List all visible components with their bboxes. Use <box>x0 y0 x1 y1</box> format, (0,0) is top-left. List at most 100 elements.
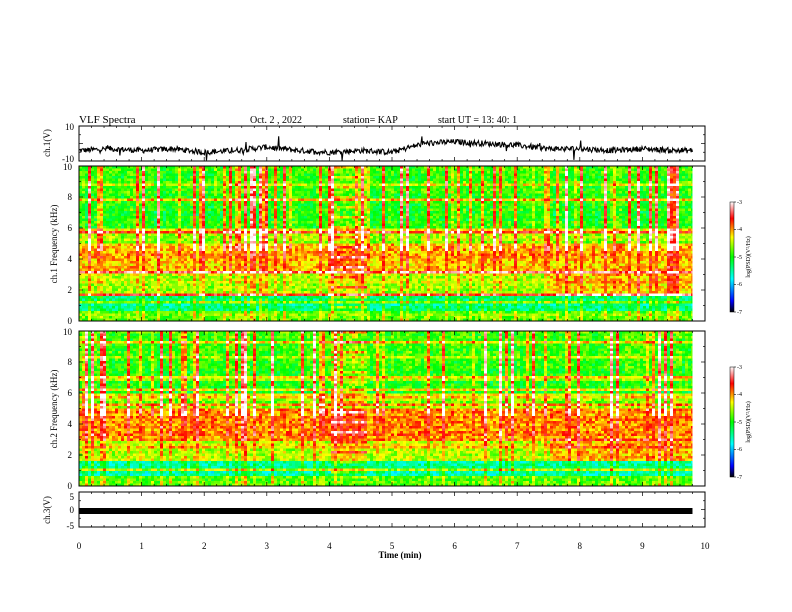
spectrogram-cell <box>211 266 215 269</box>
spectrogram-cell <box>190 248 194 252</box>
spectrogram-cell <box>130 293 134 297</box>
spectrogram-cell <box>121 206 125 209</box>
spectrogram-cell <box>79 316 83 319</box>
spectrogram-cell <box>169 261 173 264</box>
spectrogram-cell <box>139 286 143 289</box>
spectrogram-cell <box>127 298 131 302</box>
spectrogram-cell <box>112 226 116 229</box>
spectrogram-cell <box>196 236 200 239</box>
spectrogram-cell <box>214 173 218 177</box>
spectrogram-cell <box>157 266 161 269</box>
spectrogram-cell <box>238 261 242 264</box>
spectrogram-cell <box>214 271 218 274</box>
spectrogram-cell <box>256 283 260 287</box>
spectrogram-cell <box>184 218 188 222</box>
spectrogram-cell <box>130 291 134 294</box>
spectrogram-cell <box>145 308 149 312</box>
spectrogram-cell <box>181 296 185 299</box>
spectrogram-cell <box>226 298 230 302</box>
spectrogram-cell <box>163 218 167 222</box>
spectrogram-cell <box>238 203 242 207</box>
spectrogram-cell <box>103 193 107 197</box>
spectrogram-cell <box>82 203 86 207</box>
spectrogram-cell <box>169 298 173 302</box>
spectrogram-cell <box>223 218 227 222</box>
spectrogram-cell <box>82 286 86 289</box>
spectrogram-cell <box>109 283 113 287</box>
spectrogram-cell <box>133 263 137 267</box>
spectrogram-cell <box>211 243 215 247</box>
spectrogram-cell <box>202 216 206 219</box>
spectrogram-cell <box>268 291 272 294</box>
spectrogram-cell <box>232 311 236 314</box>
spectrogram-cell <box>241 238 245 242</box>
spectrogram-cell <box>274 178 278 182</box>
spectrogram-cell <box>274 208 278 212</box>
spectrogram-cell <box>145 311 149 314</box>
spectrogram-cell <box>193 261 197 264</box>
spectrogram-cell <box>313 168 317 172</box>
spectrogram-cell <box>85 293 89 297</box>
spectrogram-cell <box>220 203 224 207</box>
spectrogram-cell <box>184 266 188 269</box>
spectrogram-cell <box>160 283 164 287</box>
spectrogram-cell <box>283 176 287 179</box>
spectrogram-cell <box>304 218 308 222</box>
spectrogram-cell <box>160 318 164 322</box>
spectrogram-cell <box>289 313 293 317</box>
spectrogram-cell <box>238 296 242 299</box>
spectrogram-cell <box>175 266 179 269</box>
spectrogram-cell <box>190 246 194 249</box>
spectrogram-cell <box>268 241 272 244</box>
spectrogram-cell <box>232 208 236 212</box>
spectrogram-cell <box>304 316 308 319</box>
spectrogram-cell <box>133 181 137 184</box>
spectrogram-cell <box>244 171 248 174</box>
spectrogram-cell <box>151 228 155 232</box>
spectrogram-cell <box>172 191 176 194</box>
spectrogram-cell <box>85 178 89 182</box>
spectrogram-cell <box>184 243 188 247</box>
spectrogram-cell <box>178 281 182 284</box>
spectrogram-cell <box>178 248 182 252</box>
spectrogram-cell <box>88 308 92 312</box>
spectrogram-cell <box>151 273 155 277</box>
spectrogram-cell <box>115 263 119 267</box>
spectrogram-cell <box>247 168 251 172</box>
spectrogram-cell <box>142 236 146 239</box>
spectrogram-cell <box>253 296 257 299</box>
spectrogram-cell <box>298 206 302 209</box>
spectrogram-cell <box>235 306 239 309</box>
spectrogram-cell <box>160 263 164 267</box>
spectrogram-cell <box>151 243 155 247</box>
spectrogram-cell <box>277 166 281 169</box>
spectrogram-cell <box>205 213 209 217</box>
spectrogram-cell <box>115 216 119 219</box>
spectrogram-cell <box>124 246 128 249</box>
spectrogram-cell <box>181 256 185 259</box>
spectrogram-cell <box>145 178 149 182</box>
spectrogram-cell <box>208 183 212 187</box>
spectrogram-cell <box>238 246 242 249</box>
spectrogram-cell <box>301 211 305 214</box>
spectrogram-cell <box>118 221 122 224</box>
spectrogram-cell <box>193 171 197 174</box>
spectrogram-cell <box>274 191 278 194</box>
spectrogram-cell <box>295 256 299 259</box>
spectrogram-cell <box>157 198 161 202</box>
spectrogram-cell <box>94 231 98 234</box>
spectrogram-cell <box>109 181 113 184</box>
spectrogram-cell <box>163 211 167 214</box>
spectrogram-cell <box>313 223 317 227</box>
spectrogram-cell <box>100 266 104 269</box>
spectrogram-cell <box>82 206 86 209</box>
spectrogram-cell <box>112 301 116 304</box>
spectrogram-cell <box>259 266 263 269</box>
spectrogram-cell <box>271 313 275 317</box>
spectrogram-cell <box>85 281 89 284</box>
spectrogram-cell <box>133 261 137 264</box>
spectrogram-cell <box>253 181 257 184</box>
spectrogram-cell <box>166 253 170 257</box>
spectrogram-cell <box>199 268 203 272</box>
spectrogram-cell <box>169 181 173 184</box>
